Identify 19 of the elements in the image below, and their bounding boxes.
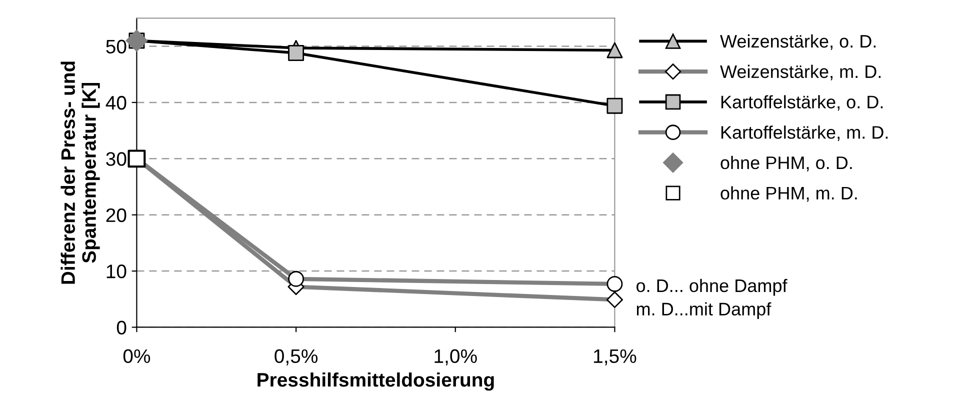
legend-label: ohne PHM, o. D. <box>720 156 852 172</box>
x-axis-title: Presshilfsmitteldosierung <box>258 372 494 391</box>
x-tick-label: 0,5% <box>274 349 318 366</box>
x-tick-label: 1,5% <box>594 349 636 366</box>
y-tick-label: 10 <box>106 264 126 278</box>
x-tick-label: 0% <box>123 349 150 364</box>
legend-label: Weizenstärke, m. D. <box>720 64 881 80</box>
y-axis-title: Differenz der Press- und Spantemperatur [K] <box>60 62 100 284</box>
legend-label: Weizenstärke, o. D. <box>720 34 876 50</box>
legend-label: ohne PHM, m. D. <box>720 186 857 202</box>
x-tick-label: 1,0% <box>434 349 477 366</box>
y-tick-label: 50 <box>106 40 126 54</box>
legend-label: Kartoffelstärke, o. D. <box>721 95 883 111</box>
y-tick-label: 40 <box>106 96 126 110</box>
y-tick-label: 20 <box>106 208 126 222</box>
y-tick-label: 0 <box>116 320 126 334</box>
legend-label: Kartoffelstärke, m. D. <box>721 126 888 141</box>
text: o. D... ohne Dampf m. D...mit Dampf <box>636 278 788 320</box>
y-tick-label: 30 <box>106 152 126 166</box>
